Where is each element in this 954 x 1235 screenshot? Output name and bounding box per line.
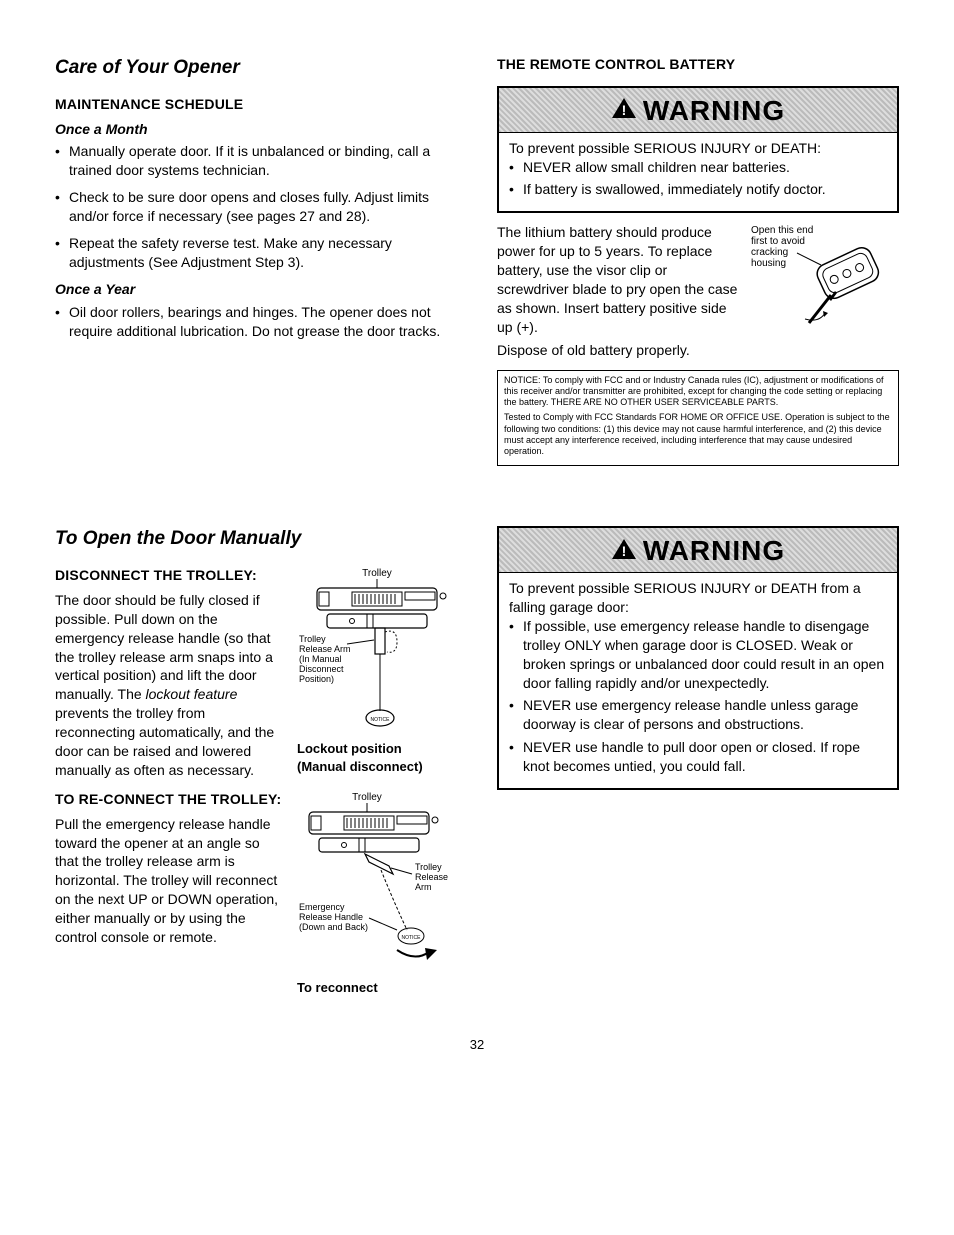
list-item: If battery is swallowed, immediately not… [523, 180, 887, 199]
reconnect-row: TO RE-CONNECT THE TROLLEY: Pull the emer… [55, 790, 457, 997]
battery-para: The lithium battery should produce power… [497, 223, 739, 336]
maintenance-heading: MAINTENANCE SCHEDULE [55, 95, 457, 114]
diag-label: Release [415, 872, 448, 882]
month-list: Manually operate door. If it is unbalanc… [55, 142, 457, 271]
diag-label: Trolley [299, 634, 326, 644]
reconnect-para: Pull the emergency release handle toward… [55, 815, 283, 947]
manual-open-section: To Open the Door Manually DISCONNECT THE… [55, 526, 457, 996]
diag-label: Trolley [362, 568, 392, 579]
diag-label: Arm [415, 882, 432, 892]
list-item: NEVER use emergency release handle unles… [523, 696, 887, 734]
trolley-diagram-lockout: Trolley [297, 566, 457, 780]
list-item: Repeat the safety reverse test. Make any… [69, 234, 457, 272]
diag-label: (In Manual [299, 654, 342, 664]
warning-list: If possible, use emergency release handl… [509, 617, 887, 776]
year-list: Oil door rollers, bearings and hinges. T… [55, 303, 457, 341]
warning-body: To prevent possible SERIOUS INJURY or DE… [499, 573, 897, 788]
warning-label: WARNING [643, 95, 785, 126]
warning-body: To prevent possible SERIOUS INJURY or DE… [499, 133, 897, 212]
list-item: Oil door rollers, bearings and hinges. T… [69, 303, 457, 341]
remote-diagram: Open this end first to avoid cracking ho… [749, 223, 899, 333]
reconnect-heading: TO RE-CONNECT THE TROLLEY: [55, 790, 283, 809]
list-item: If possible, use emergency release handl… [523, 617, 887, 693]
text: (Manual disconnect) [297, 759, 423, 774]
disconnect-heading: DISCONNECT THE TROLLEY: [55, 566, 283, 585]
dispose-para: Dispose of old battery properly. [497, 341, 739, 360]
fcc-notice-box: NOTICE: To comply with FCC and or Indust… [497, 370, 899, 467]
svg-text:!: ! [621, 102, 626, 118]
warning-icon: ! [611, 97, 637, 124]
warning-list: NEVER allow small children near batterie… [509, 158, 887, 200]
diag-label: Release Arm [299, 644, 351, 654]
warning-label: WARNING [643, 535, 785, 566]
diag-label: (Down and Back) [299, 922, 368, 932]
text: prevents the trolley from reconnecting a… [55, 705, 274, 778]
disconnect-para: The door should be fully closed if possi… [55, 591, 283, 780]
svg-text:NOTICE: NOTICE [371, 717, 391, 723]
diag-label: Trolley [415, 862, 442, 872]
warning-box-battery: ! WARNING To prevent possible SERIOUS IN… [497, 86, 899, 213]
notice-para: Tested to Comply with FCC Standards FOR … [504, 412, 892, 457]
callout-text: Open this end [751, 225, 813, 236]
warning-icon: ! [611, 538, 637, 565]
diag-label: Release Handle [299, 912, 363, 922]
remote-battery-heading: THE REMOTE CONTROL BATTERY [497, 55, 899, 74]
diag-label: Position) [299, 674, 334, 684]
warning-header: ! WARNING [499, 528, 897, 573]
battery-row: The lithium battery should produce power… [497, 223, 899, 359]
page-number: 32 [55, 1036, 899, 1054]
section-title: To Open the Door Manually [55, 526, 457, 552]
svg-text:!: ! [621, 543, 626, 559]
once-month-heading: Once a Month [55, 120, 457, 139]
text: Lockout position [297, 741, 402, 756]
once-year-heading: Once a Year [55, 280, 457, 299]
battery-text: The lithium battery should produce power… [497, 223, 739, 359]
callout-text: housing [751, 258, 786, 269]
warning-intro: To prevent possible SERIOUS INJURY or DE… [509, 579, 887, 617]
list-item: Check to be sure door opens and closes f… [69, 188, 457, 226]
trolley-diagram-reconnect: Trolley [297, 790, 457, 997]
text-italic: lockout feature [146, 686, 238, 702]
list-item: NEVER allow small children near batterie… [523, 158, 887, 177]
section-title: Care of Your Opener [55, 55, 457, 81]
manual-open-warning-section: ! WARNING To prevent possible SERIOUS IN… [497, 526, 899, 996]
list-item: NEVER use handle to pull door open or cl… [523, 738, 887, 776]
remote-battery-section: THE REMOTE CONTROL BATTERY ! WARNING To … [497, 55, 899, 466]
notice-para: NOTICE: To comply with FCC and or Indust… [504, 375, 892, 409]
care-of-opener-section: Care of Your Opener MAINTENANCE SCHEDULE… [55, 55, 457, 466]
diag-label: Disconnect [299, 664, 344, 674]
svg-text:NOTICE: NOTICE [402, 935, 422, 941]
diagram-caption: Lockout position (Manual disconnect) [297, 740, 457, 775]
diag-label: Trolley [352, 792, 382, 803]
callout-text: first to avoid [751, 236, 805, 247]
warning-box-door: ! WARNING To prevent possible SERIOUS IN… [497, 526, 899, 790]
warning-header: ! WARNING [499, 88, 897, 133]
callout-text: cracking [751, 247, 788, 258]
disconnect-row: DISCONNECT THE TROLLEY: The door should … [55, 566, 457, 780]
diagram-caption: To reconnect [297, 979, 457, 997]
warning-intro: To prevent possible SERIOUS INJURY or DE… [509, 139, 887, 158]
page-grid: Care of Your Opener MAINTENANCE SCHEDULE… [55, 55, 899, 996]
diag-label: Emergency [299, 902, 345, 912]
list-item: Manually operate door. If it is unbalanc… [69, 142, 457, 180]
